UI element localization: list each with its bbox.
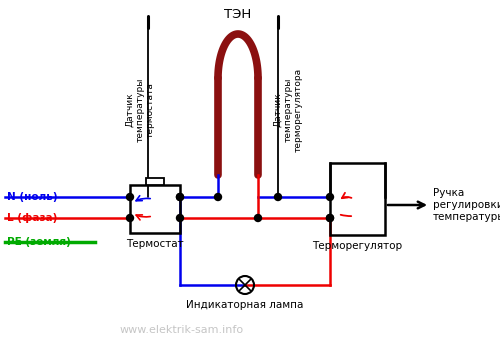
Circle shape [176, 215, 184, 221]
Bar [130, 185, 180, 233]
Circle shape [254, 215, 262, 221]
Text: Ручка
регулировки
температуры: Ручка регулировки температуры [433, 188, 500, 222]
Text: N (ноль): N (ноль) [7, 192, 58, 202]
Circle shape [214, 193, 222, 201]
Circle shape [176, 193, 184, 201]
Circle shape [176, 193, 184, 201]
Circle shape [274, 193, 281, 201]
Text: Датчик
температуры
терморегулятора: Датчик температуры терморегулятора [273, 68, 303, 152]
Circle shape [126, 215, 134, 221]
Circle shape [126, 193, 134, 201]
Text: www.elektrik-sam.info: www.elektrik-sam.info [120, 325, 244, 335]
Circle shape [326, 215, 334, 221]
Circle shape [326, 215, 334, 221]
Text: Терморегулятор: Терморегулятор [312, 241, 402, 251]
Text: Датчик
температуры
термостата: Датчик температуры термостата [125, 78, 155, 142]
Bar [146, 178, 164, 185]
Bar [330, 163, 385, 235]
Text: Термостат: Термостат [126, 239, 184, 249]
Text: Индикаторная лампа: Индикаторная лампа [186, 300, 304, 310]
Text: PE (земля): PE (земля) [7, 237, 71, 247]
Text: ТЭН: ТЭН [224, 7, 252, 20]
Circle shape [326, 193, 334, 201]
Text: L (фаза): L (фаза) [7, 213, 58, 223]
